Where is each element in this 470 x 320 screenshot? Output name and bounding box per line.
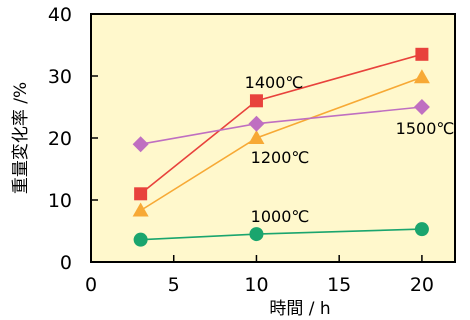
data-point: [249, 227, 264, 242]
x-axis-title: 時間 / h: [269, 299, 330, 319]
series-label-1400: 1400℃: [245, 73, 304, 92]
x-tick-label: 0: [85, 274, 97, 296]
data-point: [414, 222, 429, 237]
data-point: [248, 130, 265, 144]
plot-background: [91, 14, 455, 262]
data-point: [134, 187, 148, 201]
x-tick-label: 10: [244, 274, 268, 296]
series-layer: [132, 47, 430, 247]
series-0: [134, 47, 429, 201]
series-label-1500: 1500℃: [396, 119, 455, 138]
y-tick-label: 30: [48, 66, 72, 88]
series-3: [133, 222, 429, 247]
data-point: [132, 202, 149, 217]
data-point: [413, 69, 430, 84]
series-1: [132, 69, 430, 217]
x-tick-label: 5: [168, 274, 180, 296]
data-point: [133, 232, 148, 247]
plot-frame: [90, 13, 456, 263]
data-point: [248, 115, 265, 132]
series-label-1200: 1200℃: [251, 148, 310, 167]
data-point: [415, 47, 429, 61]
labels-layer: 1400℃ 1200℃ 1500℃ 1000℃: [245, 73, 455, 226]
x-tick-label: 15: [327, 274, 351, 296]
x-tick-label: 20: [410, 274, 434, 296]
y-tick-label: 40: [48, 4, 72, 26]
data-point: [413, 99, 430, 115]
y-tick-label: 0: [60, 252, 72, 274]
data-point: [249, 94, 263, 108]
ticks-layer: 0 5 10 15 20 0 10 20 30 40: [48, 4, 434, 296]
y-tick-label: 10: [48, 190, 72, 212]
data-point: [132, 136, 149, 153]
y-tick-label: 20: [48, 128, 72, 150]
series-2: [132, 99, 430, 153]
y-axis-title: 重量変化率 /%: [11, 82, 31, 194]
series-label-1000: 1000℃: [251, 207, 310, 226]
